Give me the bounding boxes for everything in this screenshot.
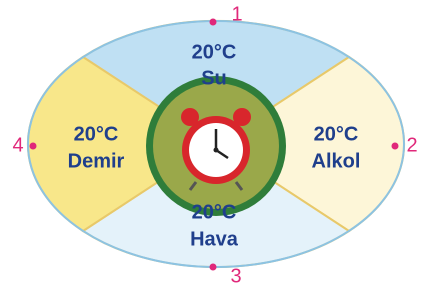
- point-dot: [30, 143, 37, 150]
- substance: Hava: [190, 228, 239, 250]
- temperature: 20°C: [74, 123, 119, 145]
- substance: Alkol: [312, 150, 361, 172]
- point-number: 1: [231, 3, 242, 25]
- point-dot: [210, 19, 217, 26]
- point-number: 2: [406, 134, 417, 156]
- temperature: 20°C: [314, 123, 359, 145]
- temperature: 20°C: [192, 201, 237, 223]
- substance: Demir: [68, 150, 125, 172]
- substance: Su: [201, 67, 227, 89]
- point-dot: [392, 143, 399, 150]
- point-number: 4: [12, 134, 23, 156]
- point-number: 3: [230, 265, 241, 287]
- diagram: 20°C Su 20°C Alkol 20°C Hava 20°C Demir …: [0, 0, 424, 289]
- temperature: 20°C: [192, 41, 237, 63]
- point-dot: [210, 264, 217, 271]
